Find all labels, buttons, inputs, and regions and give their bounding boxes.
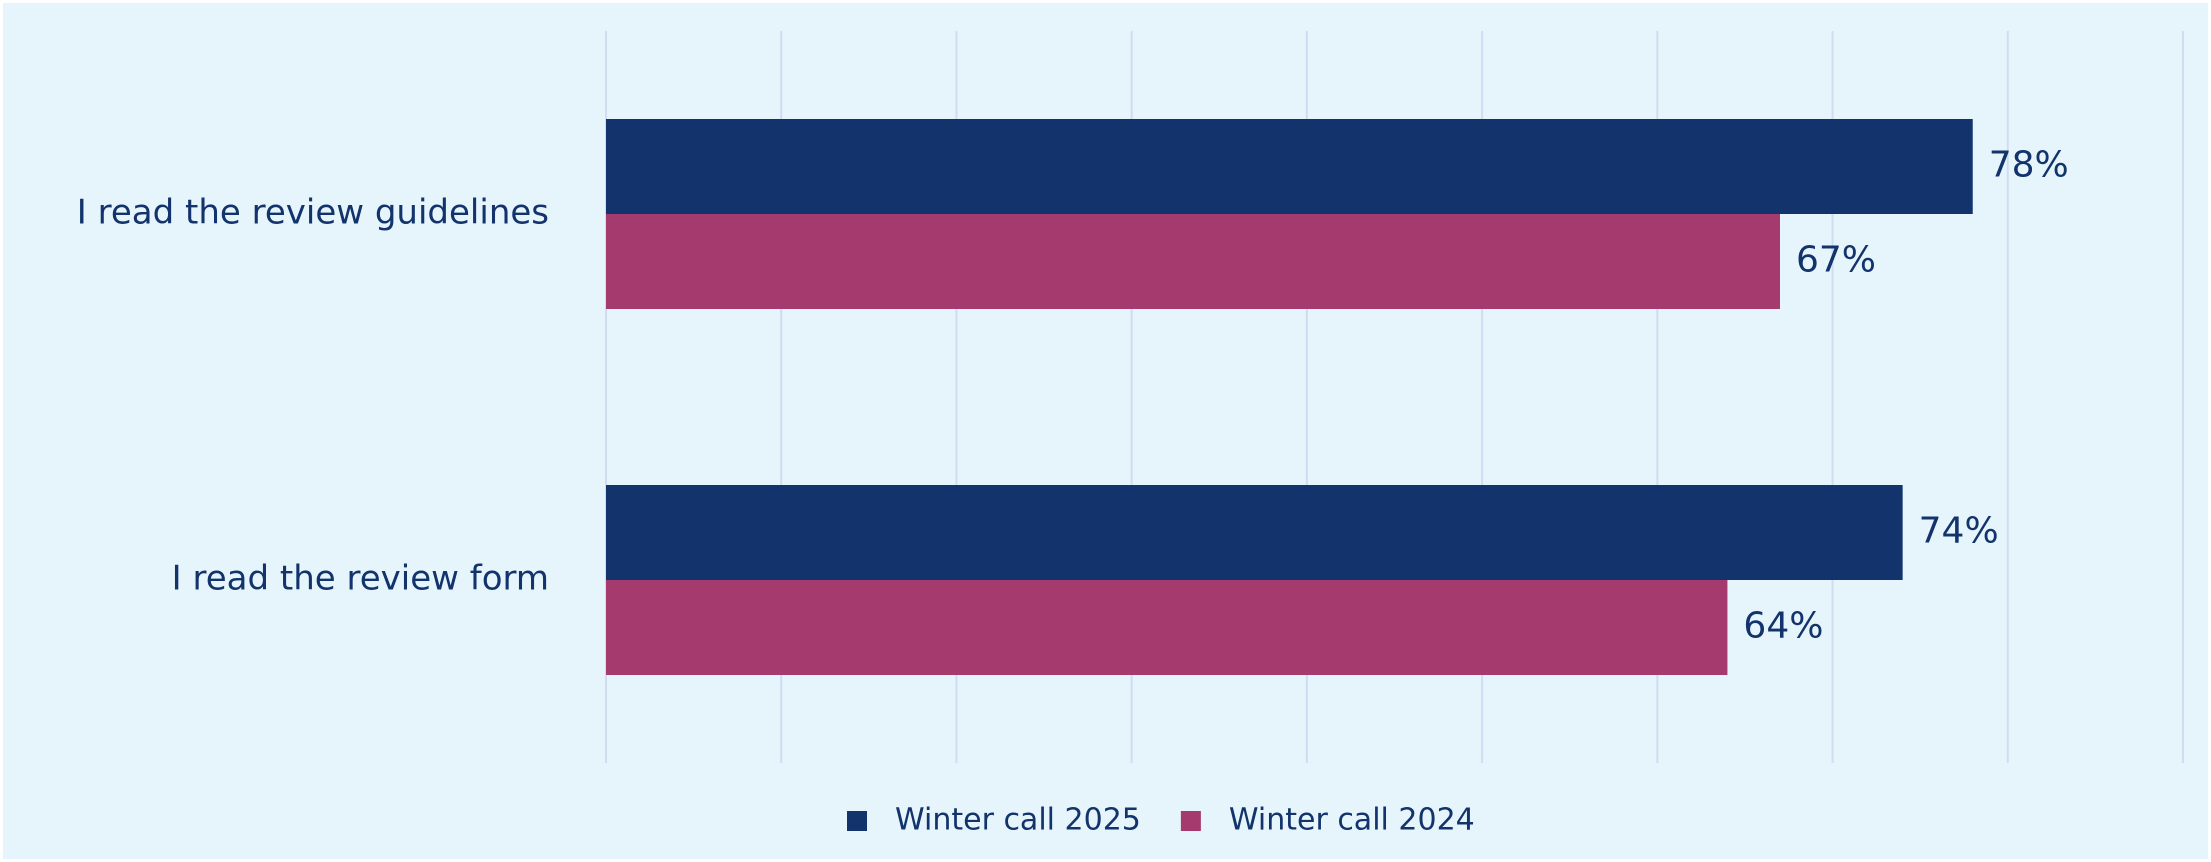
bar xyxy=(606,580,1728,675)
legend-swatch xyxy=(847,811,867,831)
data-label: 67% xyxy=(1796,240,1876,281)
bar xyxy=(606,485,1903,580)
bar xyxy=(606,214,1780,309)
y-tick-label: I read the review form xyxy=(172,559,549,599)
data-label: 78% xyxy=(1989,145,2069,186)
data-label: 74% xyxy=(1919,511,1999,552)
data-label: 64% xyxy=(1743,606,1823,647)
legend-label: Winter call 2024 xyxy=(1229,803,1475,838)
y-tick-label: I read the review guidelines xyxy=(77,193,549,233)
bar xyxy=(606,119,1973,214)
legend-swatch xyxy=(1180,811,1201,831)
legend-label: Winter call 2025 xyxy=(895,803,1141,838)
